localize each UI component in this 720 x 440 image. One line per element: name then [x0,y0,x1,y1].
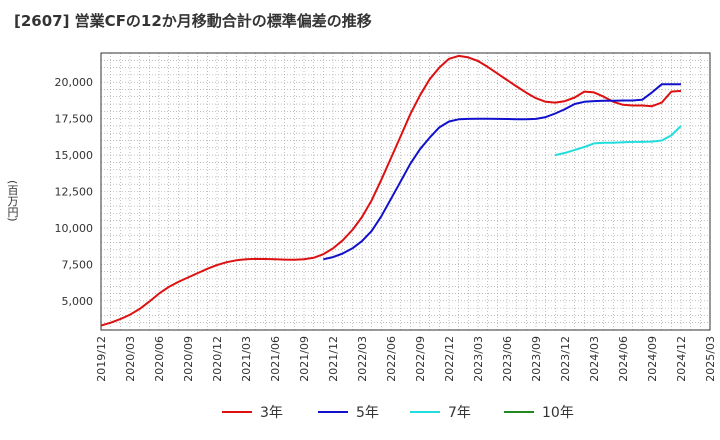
legend-label-7y: 7年 [448,405,471,421]
x-tick-label: 2024/09 [646,336,659,382]
series-line-5年 [323,83,681,261]
legend-swatch-5y [318,411,348,413]
y-tick-label: 5,000 [62,295,94,308]
y-tick-label: 17,500 [55,113,94,126]
x-tick-label: 2022/09 [414,336,427,382]
x-tick-label: 2025/03 [704,336,717,382]
y-tick-label: 12,500 [55,186,94,199]
x-tick-label: 2021/06 [269,336,282,382]
x-tick-label: 2024/06 [617,336,630,382]
x-tick-label: 2020/12 [211,336,224,382]
x-tick-label: 2023/12 [559,336,572,382]
y-tick-label: 20,000 [55,76,94,89]
legend-swatch-7y [410,411,440,413]
x-tick-label: 2020/09 [182,336,195,382]
x-tick-label: 2021/03 [240,336,253,382]
x-tick-label: 2022/12 [443,336,456,382]
y-tick-label: 15,000 [55,149,94,162]
x-tick-label: 2020/03 [124,336,137,382]
legend-item-7y: 7年 [410,402,471,422]
legend-swatch-10y [504,411,534,413]
x-tick-label: 2023/03 [472,336,485,382]
legend-label-3y: 3年 [260,405,283,421]
x-tick-label: 2023/06 [501,336,514,382]
x-tick-label: 2023/09 [530,336,543,382]
y-tick-label: 10,000 [55,222,94,235]
x-tick-label: 2024/03 [588,336,601,382]
y-axis-label: (百万円) [6,180,19,222]
legend-item-10y: 10年 [504,402,574,422]
x-tick-label: 2024/12 [675,336,688,382]
x-tick-label: 2020/06 [153,336,166,382]
series-line-7年 [555,125,682,157]
x-tick-label: 2022/06 [385,336,398,382]
plot-area [101,53,710,330]
legend-item-3y: 3年 [222,402,283,422]
x-tick-label: 2021/09 [298,336,311,382]
legend-label-5y: 5年 [356,405,379,421]
chart-title: [2607] 営業CFの12か月移動合計の標準偏差の推移 [14,12,372,30]
x-tick-label: 2022/03 [356,336,369,382]
legend-label-10y: 10年 [542,405,574,421]
legend-item-5y: 5年 [318,402,379,422]
x-tick-label: 2019/12 [95,336,108,382]
legend: 3年 5年 7年 10年 [0,402,720,426]
plot-frame [100,52,711,331]
legend-swatch-3y [222,411,252,413]
y-tick-label: 7,500 [62,258,94,271]
x-tick-label: 2021/12 [327,336,340,382]
series-line-3年 [100,54,682,327]
